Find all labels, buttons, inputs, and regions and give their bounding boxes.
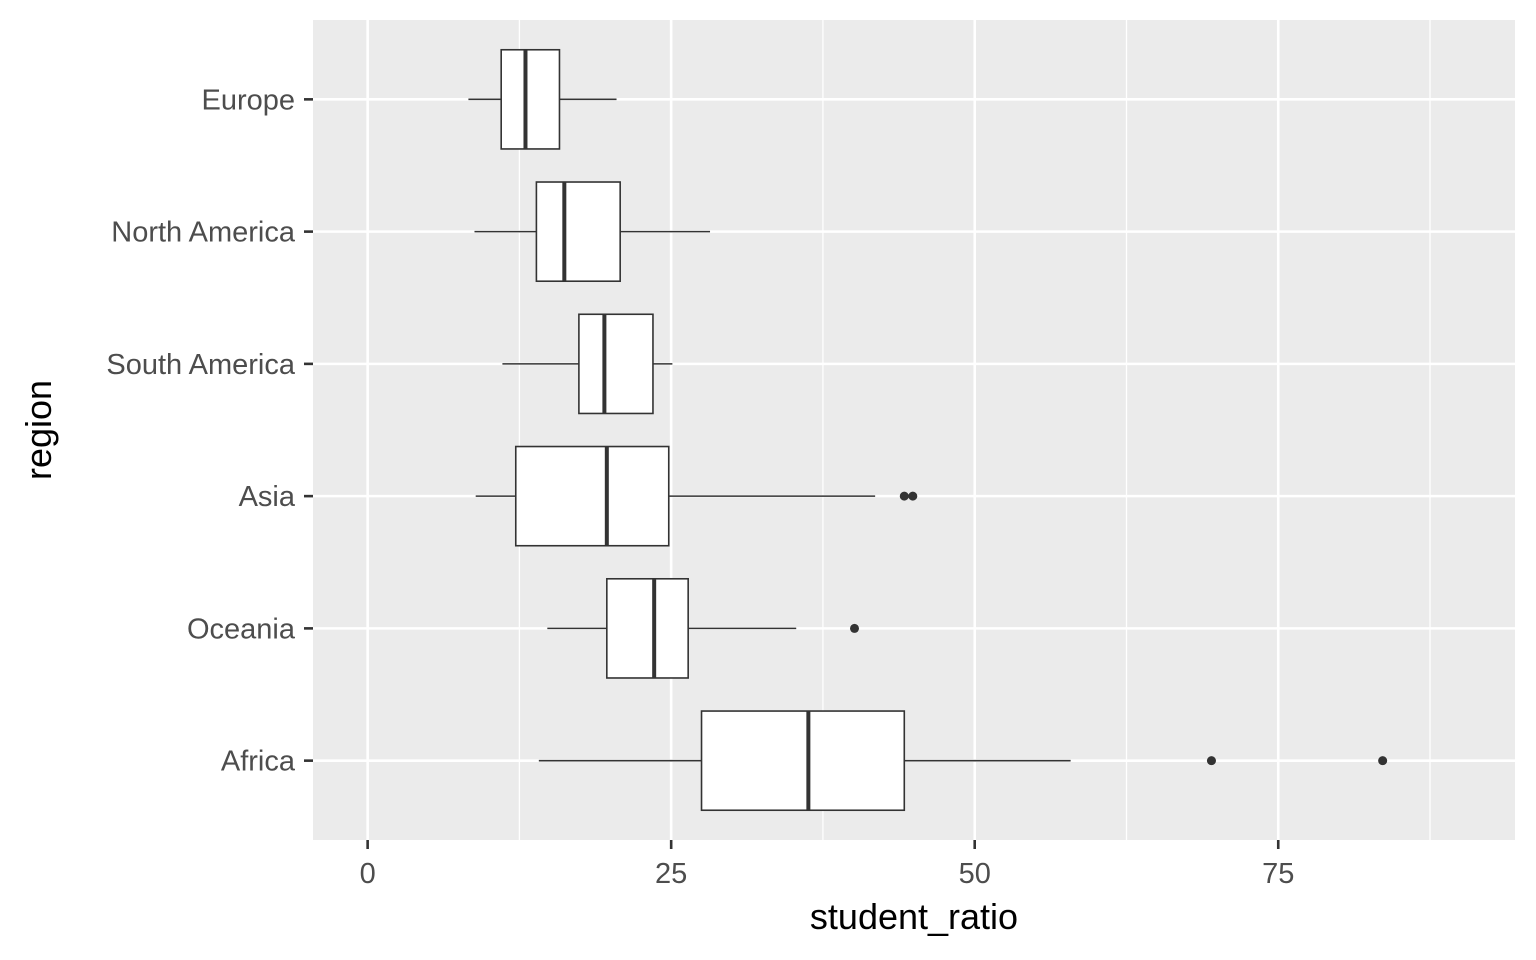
box-iqr — [700, 710, 906, 812]
plot-panel — [313, 20, 1515, 840]
x-tick-label: 75 — [1262, 858, 1294, 890]
x-tick-label: 0 — [360, 858, 376, 890]
box-asia — [475, 445, 918, 547]
outlier-point — [908, 491, 918, 501]
boxes — [468, 48, 1388, 812]
y-axis: Europe North America South America Asia Ocea… — [106, 84, 313, 778]
x-axis: 0 25 50 75 — [360, 840, 1294, 890]
outlier-point — [1378, 756, 1388, 766]
box-iqr — [500, 48, 561, 150]
box-europe — [468, 48, 617, 150]
x-tick-label: 25 — [655, 858, 687, 890]
y-tick-label: South America — [106, 349, 295, 381]
grid-minor — [518, 20, 1431, 840]
outlier-point — [899, 491, 909, 501]
box-iqr — [514, 445, 670, 547]
outlier-point — [850, 623, 860, 633]
y-tick-label: Oceania — [187, 613, 296, 645]
box-iqr — [535, 181, 621, 283]
box-iqr — [578, 313, 654, 415]
box-iqr — [606, 577, 689, 679]
y-tick-label: North America — [111, 217, 296, 249]
outlier-point — [1206, 756, 1216, 766]
box-oceania — [547, 577, 860, 679]
y-axis-title: region — [18, 380, 59, 480]
box-north-america — [474, 181, 711, 283]
x-axis-title: student_ratio — [810, 896, 1018, 937]
y-tick-label: Asia — [239, 481, 296, 513]
box-africa — [538, 710, 1388, 812]
box-south-america — [502, 313, 673, 415]
y-tick-label: Europe — [201, 84, 295, 116]
x-tick-label: 50 — [959, 858, 991, 890]
y-tick-label: Africa — [221, 746, 296, 778]
